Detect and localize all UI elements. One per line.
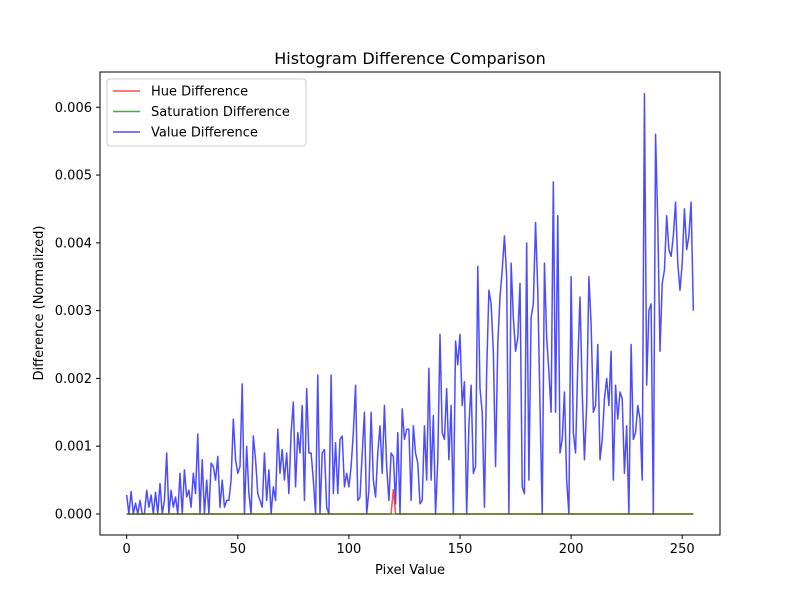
x-tick-label: 0 (123, 542, 131, 557)
y-tick-label: 0.001 (55, 440, 92, 455)
chart-title: Histogram Difference Comparison (274, 49, 545, 68)
y-tick-label: 0.002 (55, 372, 92, 387)
x-tick-label: 50 (230, 542, 247, 557)
legend-label: Hue Difference (151, 85, 248, 100)
y-axis: 0.000 0.001 0.002 0.003 0.004 0.005 0.006 (55, 101, 100, 522)
y-axis-label: Difference (Normalized) (32, 225, 47, 380)
x-tick-label: 100 (336, 542, 361, 557)
y-tick-label: 0.000 (55, 507, 92, 522)
y-tick-label: 0.005 (55, 169, 92, 184)
data-lines (125, 92, 695, 515)
y-tick-label: 0.004 (55, 236, 92, 251)
x-tick-label: 150 (448, 542, 473, 557)
x-tick-label: 250 (670, 542, 695, 557)
legend-box (106, 78, 307, 147)
x-tick-label: 200 (559, 542, 584, 557)
legend-label: Saturation Difference (151, 105, 290, 120)
series-line-value-difference (125, 92, 695, 515)
x-axis: 0 50 100 150 200 250 (123, 535, 695, 557)
plot-area (99, 71, 721, 536)
y-tick-label: 0.003 (55, 304, 92, 319)
x-axis-label: Pixel Value (375, 563, 445, 578)
legend: Hue Difference Saturation Difference Value… (106, 78, 307, 147)
legend-label: Value Difference (151, 126, 258, 141)
plot-frame (99, 71, 721, 536)
y-tick-label: 0.006 (55, 101, 92, 116)
